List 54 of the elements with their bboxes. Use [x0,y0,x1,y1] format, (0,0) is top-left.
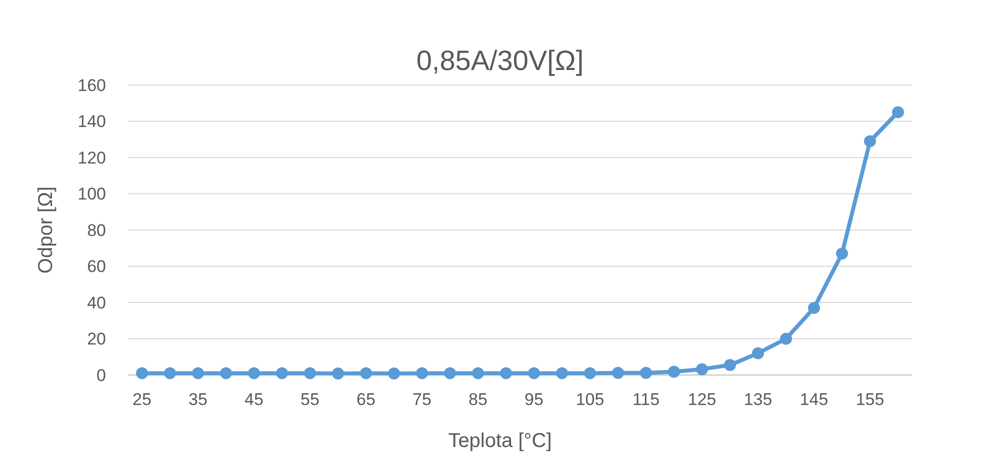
y-tick-label: 80 [87,220,106,240]
point [892,106,904,118]
y-tick-label: 40 [87,293,106,312]
y-tick-label: 100 [78,184,106,204]
y-tick-label: 160 [78,76,106,95]
x-tick-label: 145 [800,390,828,409]
point [388,368,400,380]
y-tick-label: 140 [78,112,106,132]
point [836,248,848,260]
point [360,367,372,380]
x-tick-label: 85 [468,390,488,409]
point [556,367,568,380]
point [528,367,540,380]
point [584,367,596,380]
x-tick-label: 115 [632,390,660,409]
x-tick-label: 105 [576,390,604,409]
point [500,367,512,380]
point [276,367,288,380]
x-tick-label: 75 [412,390,432,409]
point [724,359,736,372]
point [696,363,708,376]
point [640,366,652,379]
y-axis-title: Odpor [Ω] [35,186,57,274]
x-tick-label: 45 [244,390,264,409]
point [864,135,876,148]
x-tick-label: 95 [524,390,544,409]
x-tick-label: 35 [188,390,208,409]
point [304,367,316,380]
point [332,368,344,380]
point [164,367,176,380]
point [136,367,148,380]
x-tick-label: 65 [356,390,376,409]
x-tick-label: 25 [132,390,152,409]
point [192,367,204,380]
x-tick-label: 155 [856,390,884,409]
y-tick-label: 0 [96,366,106,385]
x-tick-label: 125 [688,390,716,409]
point [248,367,260,380]
y-tick-label: 60 [87,257,106,276]
point [416,367,428,380]
point [612,366,624,379]
point [220,367,232,380]
y-tick-label: 120 [78,148,106,168]
x-tick-label: 55 [300,390,320,409]
point [808,302,820,314]
chart-title: 0,85A/30V[Ω] [416,45,584,76]
x-tick-label: 135 [744,390,772,409]
point [444,367,456,380]
point [668,366,680,378]
x-axis-title: Teplota [°C] [448,430,552,452]
point [752,347,764,360]
point [780,332,792,345]
y-tick-label: 20 [87,330,106,349]
point [472,367,484,380]
